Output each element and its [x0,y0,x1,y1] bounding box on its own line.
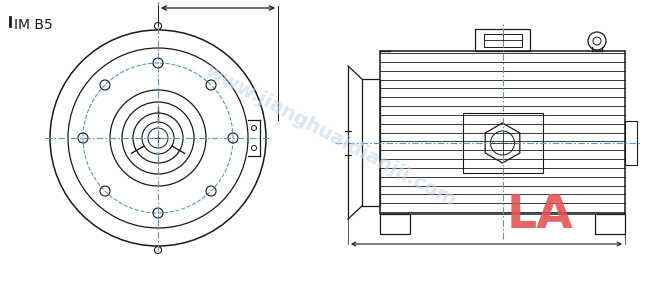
Text: AD: AD [209,0,227,3]
Text: LA: LA [506,194,573,239]
Text: www.jianghuaidianjii.com: www.jianghuaidianjii.com [201,62,459,210]
Text: IM B5: IM B5 [14,18,53,32]
